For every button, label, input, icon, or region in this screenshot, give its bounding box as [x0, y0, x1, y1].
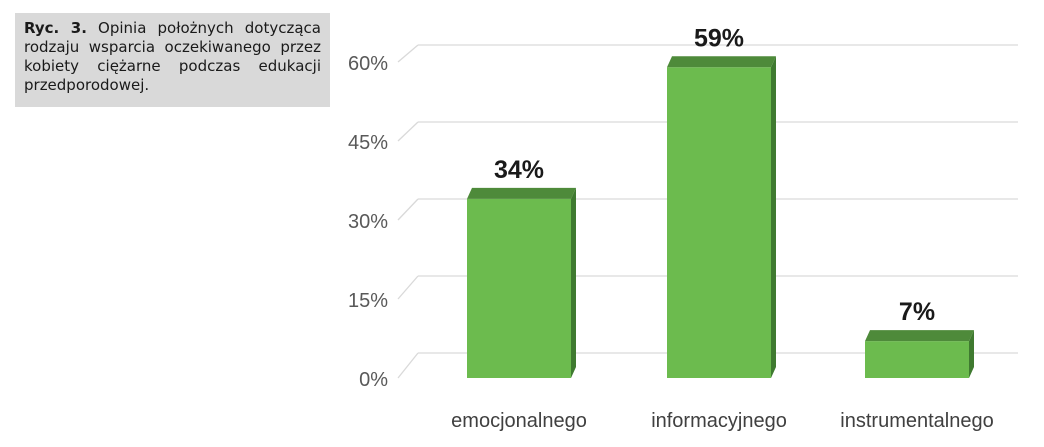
gridline-depth [397, 352, 419, 379]
y-tick-label: 15% [348, 290, 388, 312]
bar-top [667, 56, 776, 68]
figure-caption: Ryc. 3. Opinia położnych dotycząca rodza… [15, 13, 330, 107]
caption-label: Ryc. 3. [24, 19, 87, 37]
bar-top [865, 330, 974, 342]
data-label: 34% [494, 156, 544, 184]
gridline-depth [397, 44, 419, 63]
gridline-depth [397, 198, 419, 221]
gridline-depth [397, 275, 419, 300]
bar [667, 67, 771, 379]
data-label: 7% [899, 298, 935, 326]
y-tick-label: 30% [348, 211, 388, 233]
y-tick-label: 0% [359, 369, 388, 391]
y-tick-label: 60% [348, 53, 388, 75]
x-category-label: emocjonalnego [451, 410, 587, 432]
x-category-label: instrumentalnego [840, 410, 993, 432]
x-category-label: informacyjnego [651, 410, 787, 432]
bar [865, 341, 969, 378]
bar-top [467, 187, 576, 199]
bar-side [771, 56, 776, 379]
caption-text: Opinia położnych dotycząca rodzaju wspar… [24, 19, 321, 94]
bar [467, 198, 571, 378]
gridline-depth [397, 121, 419, 142]
y-tick-label: 45% [348, 132, 388, 154]
bar-side [969, 330, 974, 378]
data-label: 59% [694, 24, 744, 52]
bar-side [571, 187, 576, 378]
